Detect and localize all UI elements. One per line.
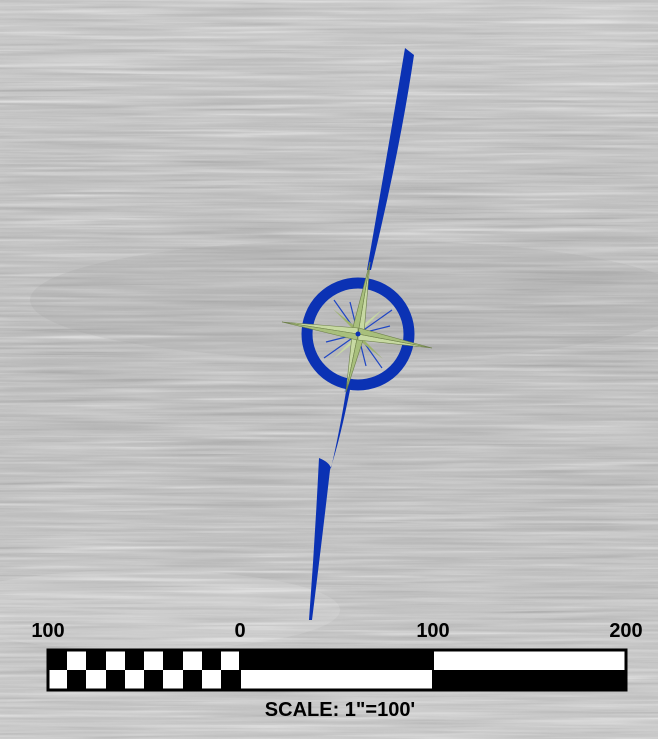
north-arrow-needle	[367, 48, 414, 270]
scale-tick-label-100: 100	[416, 620, 450, 642]
scale-caption: SCALE: 1"=100'	[264, 699, 416, 721]
north-arrow	[281, 48, 433, 620]
scale-bar-segment-0-100	[240, 650, 433, 670]
scale-bar-checker	[48, 650, 240, 690]
south-arrow-tail	[309, 385, 351, 620]
scale-tick-label-left-100: 100	[31, 620, 65, 642]
scale-bar-segment-100-200	[433, 670, 626, 690]
compass-rose-icon	[281, 261, 433, 393]
scale-tick-label-0: 0	[234, 620, 246, 642]
compass-ring	[301, 277, 415, 391]
scale-tick-label-200: 200	[609, 620, 643, 642]
scale-bar	[46, 648, 628, 692]
